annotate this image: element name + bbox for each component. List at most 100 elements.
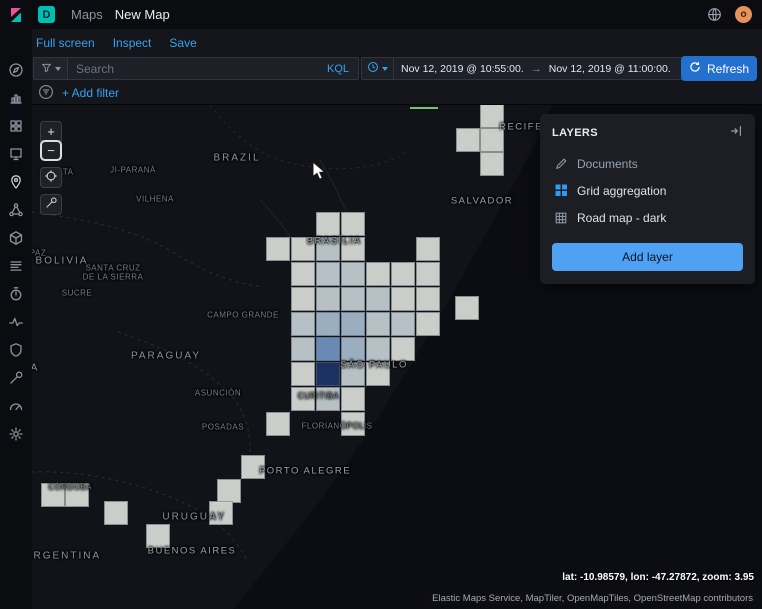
crosshair-icon xyxy=(44,169,58,186)
grid-cell[interactable] xyxy=(391,287,415,311)
kql-syntax-button[interactable]: KQL xyxy=(326,62,349,75)
grid-cell[interactable] xyxy=(316,212,340,236)
breadcrumb-app[interactable]: Maps xyxy=(71,7,103,22)
grid-cell[interactable] xyxy=(341,287,365,311)
filter-options-button[interactable] xyxy=(38,84,54,103)
grid-cell[interactable] xyxy=(366,362,390,386)
toolbar-link-save[interactable]: Save xyxy=(169,36,197,50)
grid-cell[interactable] xyxy=(455,296,479,320)
layers-panel-header: LAYERS xyxy=(540,114,755,150)
grid-cell[interactable] xyxy=(316,287,340,311)
grid-cell[interactable] xyxy=(291,337,315,361)
grid-cell[interactable] xyxy=(291,262,315,286)
grid-cell[interactable] xyxy=(316,387,340,411)
grid-cell[interactable] xyxy=(480,128,504,152)
zoom-out-button[interactable]: − xyxy=(40,140,62,161)
grid-cell[interactable] xyxy=(341,237,365,261)
kibana-logo[interactable] xyxy=(0,0,32,29)
grid-cell[interactable] xyxy=(316,337,340,361)
date-picker-bar: Nov 12, 2019 @ 10:55:00. → Nov 12, 2019 … xyxy=(361,57,708,80)
user-avatar[interactable]: o xyxy=(735,6,752,23)
grid-cell[interactable] xyxy=(480,104,504,128)
grid-cell[interactable] xyxy=(316,237,340,261)
search-input[interactable] xyxy=(68,58,318,79)
chevron-down-icon xyxy=(382,66,388,71)
uptime-icon[interactable] xyxy=(2,314,30,330)
space-selector-badge[interactable]: D xyxy=(38,6,55,23)
grid-cell[interactable] xyxy=(41,483,65,507)
grid-cell[interactable] xyxy=(391,262,415,286)
grid-cell[interactable] xyxy=(366,312,390,336)
grid-cell[interactable] xyxy=(480,152,504,176)
apm-icon[interactable] xyxy=(2,286,30,302)
grid-cell[interactable] xyxy=(266,412,290,436)
grid-cell[interactable] xyxy=(217,479,241,503)
grid-cell[interactable] xyxy=(291,312,315,336)
spatial-tools-button[interactable] xyxy=(40,194,62,215)
layers-panel-title: LAYERS xyxy=(552,126,599,139)
start-date-button[interactable]: Nov 12, 2019 @ 10:55:00. xyxy=(401,62,524,75)
discover-icon[interactable] xyxy=(2,62,30,78)
globe-icon[interactable] xyxy=(707,7,722,22)
grid-cell[interactable] xyxy=(341,337,365,361)
grid-cell[interactable] xyxy=(104,501,128,525)
grid-cell[interactable] xyxy=(291,237,315,261)
grid-cell[interactable] xyxy=(65,483,89,507)
quick-time-menu-button[interactable] xyxy=(362,58,394,79)
grid-cell[interactable] xyxy=(241,455,265,479)
zoom-in-button[interactable]: + xyxy=(41,122,61,141)
map-attribution[interactable]: Elastic Maps Service, MapTiler, OpenMapT… xyxy=(428,592,757,605)
grid-cell[interactable] xyxy=(291,287,315,311)
grid-cell[interactable] xyxy=(316,262,340,286)
add-layer-button[interactable]: Add layer xyxy=(552,243,743,271)
canvas-icon[interactable] xyxy=(2,146,30,162)
toolbar-links: Full screen Inspect Save xyxy=(34,29,197,57)
grid-cell[interactable] xyxy=(146,524,170,548)
layers-panel: LAYERS Documents Grid aggregation Road map… xyxy=(540,114,755,284)
set-view-crosshair-button[interactable] xyxy=(40,167,62,188)
visualize-icon[interactable] xyxy=(2,90,30,106)
layer-row[interactable]: Grid aggregation xyxy=(540,177,755,204)
grid-cell[interactable] xyxy=(391,312,415,336)
grid-cell[interactable] xyxy=(366,287,390,311)
grid-cell[interactable] xyxy=(366,262,390,286)
management-gear-icon[interactable] xyxy=(2,426,30,442)
grid-cell[interactable] xyxy=(416,287,440,311)
monitoring-icon[interactable] xyxy=(2,398,30,414)
logs-icon[interactable] xyxy=(2,258,30,274)
grid-cell[interactable] xyxy=(391,337,415,361)
dev-tools-icon[interactable] xyxy=(2,370,30,386)
grid-cell[interactable] xyxy=(341,362,365,386)
layer-row[interactable]: Documents xyxy=(540,150,755,177)
grid-cell[interactable] xyxy=(341,387,365,411)
layer-row[interactable]: Road map - dark xyxy=(540,204,755,231)
saved-query-menu-button[interactable] xyxy=(34,58,68,79)
grid-cell[interactable] xyxy=(366,337,390,361)
grid-cell[interactable] xyxy=(209,501,233,525)
grid-cell[interactable] xyxy=(341,312,365,336)
grid-cell[interactable] xyxy=(341,212,365,236)
layer-label: Documents xyxy=(577,156,638,171)
grid-cell[interactable] xyxy=(291,362,315,386)
collapse-panel-button[interactable] xyxy=(729,124,743,141)
maps-icon[interactable] xyxy=(2,174,30,190)
ml-icon[interactable] xyxy=(2,202,30,218)
end-date-button[interactable]: Nov 12, 2019 @ 11:00:00. xyxy=(548,62,671,75)
dashboard-icon[interactable] xyxy=(2,118,30,134)
grid-cell[interactable] xyxy=(316,312,340,336)
grid-cell[interactable] xyxy=(416,237,440,261)
infrastructure-icon[interactable] xyxy=(2,230,30,246)
grid-cell[interactable] xyxy=(316,362,340,386)
grid-cell[interactable] xyxy=(456,128,480,152)
add-filter-button[interactable]: + Add filter xyxy=(62,86,120,100)
grid-cell[interactable] xyxy=(341,412,365,436)
toolbar-link-inspect[interactable]: Inspect xyxy=(112,36,152,50)
siem-icon[interactable] xyxy=(2,342,30,358)
refresh-button[interactable]: Refresh xyxy=(681,56,757,81)
grid-cell[interactable] xyxy=(266,237,290,261)
toolbar-link-full-screen[interactable]: Full screen xyxy=(36,36,95,50)
grid-cell[interactable] xyxy=(416,262,440,286)
grid-cell[interactable] xyxy=(341,262,365,286)
grid-cell[interactable] xyxy=(291,387,315,411)
grid-cell[interactable] xyxy=(416,312,440,336)
